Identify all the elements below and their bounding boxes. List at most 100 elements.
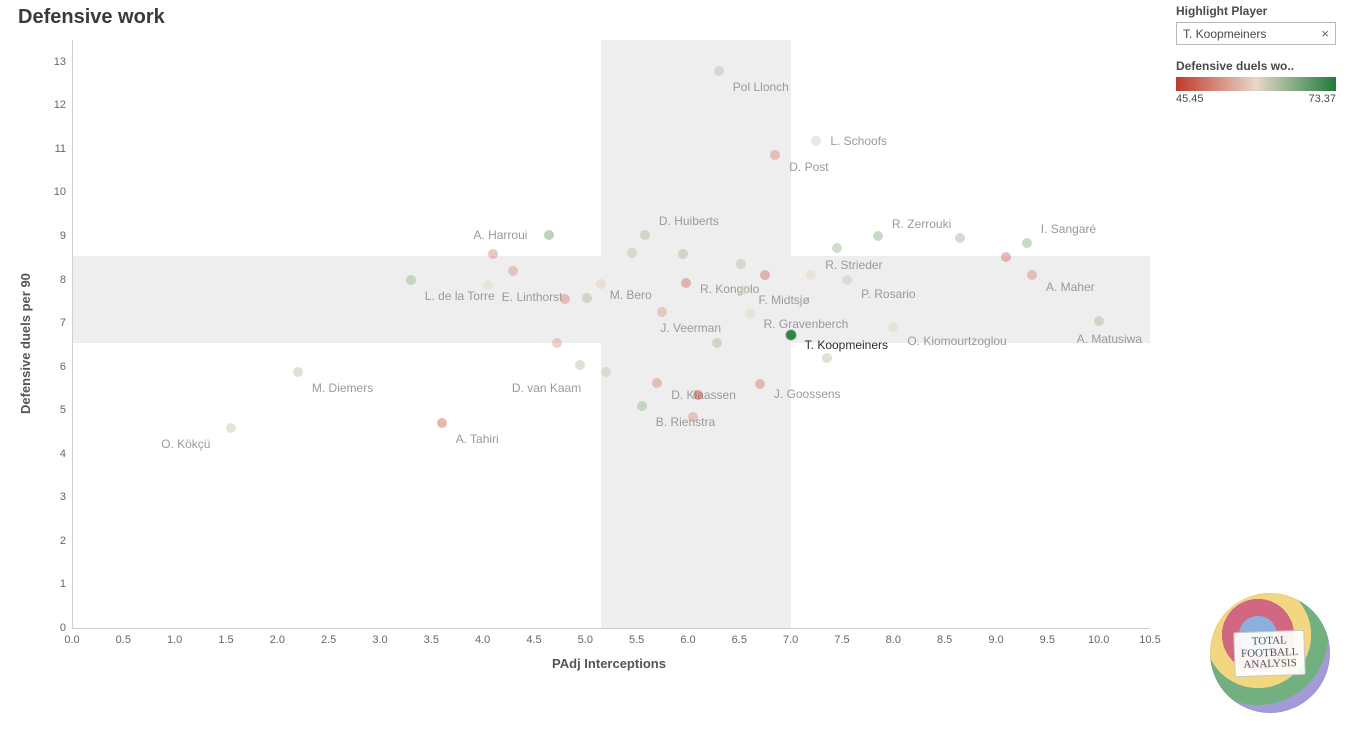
data-point[interactable]: [678, 249, 688, 259]
data-point[interactable]: [955, 233, 965, 243]
data-point[interactable]: [575, 360, 585, 370]
clear-highlight-icon[interactable]: ×: [1315, 26, 1329, 41]
y-tick: 11: [36, 143, 66, 155]
y-tick: 2: [36, 535, 66, 547]
data-point[interactable]: [693, 390, 703, 400]
y-tick: 8: [36, 274, 66, 286]
data-point[interactable]: [552, 338, 562, 348]
data-point[interactable]: [770, 150, 780, 160]
y-tick: 9: [36, 230, 66, 242]
x-tick: 10.0: [1088, 634, 1109, 646]
y-tick: 7: [36, 317, 66, 329]
data-point-label: A. Tahiri: [456, 432, 499, 446]
data-point-label: O. Kökçü: [161, 437, 210, 451]
x-tick: 8.5: [937, 634, 952, 646]
x-tick: 3.0: [372, 634, 387, 646]
data-point[interactable]: [652, 378, 662, 388]
x-tick: 0.0: [64, 634, 79, 646]
plot-area: 0.00.51.01.52.02.53.03.54.04.55.05.56.06…: [62, 34, 1156, 682]
data-point[interactable]: [483, 280, 493, 290]
data-point[interactable]: [822, 353, 832, 363]
data-point[interactable]: [760, 270, 770, 280]
data-point[interactable]: [681, 278, 691, 288]
data-point[interactable]: [1022, 238, 1032, 248]
data-point[interactable]: [508, 266, 518, 276]
x-tick: 9.5: [1040, 634, 1055, 646]
x-axis-line: [72, 628, 1150, 629]
x-tick: 5.0: [578, 634, 593, 646]
color-legend-min: 45.45: [1176, 93, 1204, 105]
data-point[interactable]: [832, 243, 842, 253]
x-tick: 5.5: [629, 634, 644, 646]
y-tick: 3: [36, 491, 66, 503]
y-tick: 10: [36, 186, 66, 198]
data-point[interactable]: [640, 230, 650, 240]
data-point[interactable]: [811, 136, 821, 146]
data-point[interactable]: [755, 379, 765, 389]
data-point[interactable]: [1001, 252, 1011, 262]
y-tick: 0: [36, 622, 66, 634]
scatter-plot: 0.00.51.01.52.02.53.03.54.04.55.05.56.06…: [62, 34, 1156, 682]
x-tick: 2.5: [321, 634, 336, 646]
data-point[interactable]: [712, 338, 722, 348]
data-point[interactable]: [842, 275, 852, 285]
color-legend-max: 73.37: [1308, 93, 1336, 105]
data-point[interactable]: [888, 322, 898, 332]
highlight-player-label: Highlight Player: [1176, 4, 1336, 18]
data-point-label: R. Zerrouki: [892, 217, 951, 231]
x-tick: 0.5: [116, 634, 131, 646]
x-tick: 4.5: [526, 634, 541, 646]
y-axis-line: [72, 40, 73, 628]
side-panel: Highlight Player T. Koopmeiners × Defens…: [1176, 4, 1336, 105]
y-axis-label: Defensive duels per 90: [18, 273, 33, 414]
highlight-player-select[interactable]: T. Koopmeiners ×: [1176, 22, 1336, 45]
data-point[interactable]: [1094, 316, 1104, 326]
data-point[interactable]: [293, 367, 303, 377]
data-point[interactable]: [637, 401, 647, 411]
data-point[interactable]: [406, 275, 416, 285]
y-tick: 12: [36, 99, 66, 111]
data-point[interactable]: [596, 279, 606, 289]
data-point[interactable]: [544, 230, 554, 240]
y-tick: 6: [36, 361, 66, 373]
data-point-label: A. Harroui: [473, 228, 527, 242]
x-tick: 1.0: [167, 634, 182, 646]
data-point[interactable]: [582, 293, 592, 303]
data-point[interactable]: [786, 330, 796, 340]
data-point[interactable]: [688, 412, 698, 422]
x-tick: 10.5: [1139, 634, 1160, 646]
x-tick: 7.5: [834, 634, 849, 646]
x-tick: 2.0: [270, 634, 285, 646]
y-tick: 4: [36, 448, 66, 460]
data-point[interactable]: [806, 270, 816, 280]
data-point[interactable]: [488, 249, 498, 259]
y-tick: 13: [36, 56, 66, 68]
data-point[interactable]: [714, 66, 724, 76]
data-point[interactable]: [226, 423, 236, 433]
x-axis-label: PAdj Interceptions: [62, 656, 1156, 671]
watermark-text: TOTAL FOOTBALL ANALYSIS: [1234, 629, 1307, 676]
color-legend-gradient: [1176, 77, 1336, 91]
data-point[interactable]: [657, 307, 667, 317]
watermark-line: ANALYSIS: [1244, 657, 1298, 671]
data-point-label: M. Diemers: [312, 381, 373, 395]
x-tick: 1.5: [218, 634, 233, 646]
y-tick: 5: [36, 404, 66, 416]
data-point[interactable]: [601, 367, 611, 377]
x-tick: 6.0: [680, 634, 695, 646]
watermark-logo: TOTAL FOOTBALL ANALYSIS: [1210, 593, 1330, 713]
chart-title: Defensive work: [18, 6, 165, 29]
color-legend-title: Defensive duels wo..: [1176, 59, 1336, 73]
data-point[interactable]: [627, 248, 637, 258]
data-point[interactable]: [560, 294, 570, 304]
data-point[interactable]: [873, 231, 883, 241]
color-legend-range: 45.45 73.37: [1176, 93, 1336, 105]
reference-band-horizontal: [72, 256, 1150, 343]
data-point[interactable]: [739, 285, 749, 295]
x-tick: 7.0: [783, 634, 798, 646]
data-point[interactable]: [437, 418, 447, 428]
data-point[interactable]: [745, 309, 755, 319]
data-point[interactable]: [1027, 270, 1037, 280]
x-tick: 8.0: [886, 634, 901, 646]
data-point[interactable]: [736, 259, 746, 269]
